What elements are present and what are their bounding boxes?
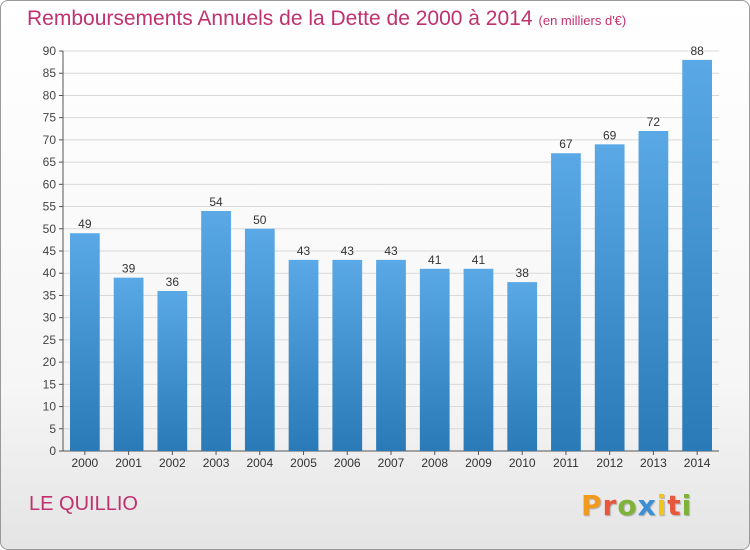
y-tick-label: 15: [43, 377, 57, 391]
bar-2000: [69, 233, 100, 451]
x-tick-label: 2003: [203, 456, 230, 470]
y-tick-label: 5: [49, 422, 56, 436]
data-label: 38: [516, 266, 530, 280]
x-tick-label: 2008: [421, 456, 448, 470]
bar-2011: [551, 153, 581, 451]
y-tick-label: 45: [43, 244, 57, 258]
bar-2001: [113, 277, 144, 451]
bar-2003: [201, 211, 231, 451]
bar-2008: [419, 268, 450, 451]
x-tick-label: 2014: [684, 456, 711, 470]
data-label: 49: [78, 217, 92, 231]
logo-letter: t: [667, 489, 682, 522]
data-label: 69: [603, 128, 617, 142]
data-label: 41: [472, 253, 486, 267]
logo-letter: P: [581, 489, 603, 522]
y-tick-label: 25: [43, 333, 57, 347]
y-tick-label: 80: [43, 88, 57, 102]
x-tick-label: 2009: [465, 456, 492, 470]
logo-letter: i: [681, 489, 693, 522]
x-tick-label: 2012: [596, 456, 623, 470]
bar-2004: [244, 228, 275, 451]
data-label: 43: [341, 244, 355, 258]
logo-letter: r: [602, 489, 618, 522]
data-label: 67: [559, 137, 573, 151]
y-tick-label: 55: [43, 200, 57, 214]
x-tick-label: 2013: [640, 456, 667, 470]
data-label: 41: [428, 253, 442, 267]
data-label: 54: [209, 195, 223, 209]
x-tick-label: 2001: [115, 456, 142, 470]
bar-2010: [507, 282, 538, 451]
data-label: 36: [166, 275, 180, 289]
x-tick-label: 2000: [72, 456, 99, 470]
chart-title: Remboursements Annuels de la Dette de 20…: [27, 7, 626, 31]
bars: [69, 59, 713, 452]
logo-letter: i: [656, 489, 668, 522]
bar-2009: [463, 268, 494, 451]
y-tick-label: 10: [43, 400, 57, 414]
y-tick-label: 35: [43, 288, 57, 302]
bar-2014: [682, 59, 713, 452]
y-tick-label: 20: [43, 355, 57, 369]
y-tick-label: 40: [43, 266, 57, 280]
y-tick-label: 90: [43, 44, 57, 58]
x-tick-label: 2011: [553, 456, 579, 470]
labels: 49 2000 39 2001 36 2002 54 2003 50 2004 43 2005 43 20…: [72, 44, 711, 470]
logo-letter: x: [637, 489, 657, 522]
x-tick-label: 2004: [246, 456, 273, 470]
x-tick-label: 2002: [159, 456, 186, 470]
chart-unit-label: (en milliers d'€): [538, 13, 627, 28]
data-label: 43: [297, 244, 311, 258]
y-tick-label: 50: [43, 222, 57, 236]
y-tick-label: 60: [43, 177, 57, 191]
bar-2007: [376, 259, 406, 451]
y-tick-label: 85: [43, 66, 57, 80]
proxiti-logo[interactable]: Proxiti: [581, 489, 692, 522]
y-tick-label: 65: [43, 155, 57, 169]
x-tick-label: 2010: [509, 456, 536, 470]
bar-2002: [157, 291, 188, 451]
data-label: 50: [253, 213, 267, 227]
chart-title-text: Remboursements Annuels de la Dette de 20…: [27, 7, 533, 30]
logo-letter: o: [617, 489, 638, 522]
bar-2006: [332, 259, 363, 451]
data-label: 72: [647, 115, 661, 129]
data-label: 43: [384, 244, 398, 258]
bar-2012: [594, 144, 625, 452]
bar-2013: [638, 131, 669, 451]
x-tick-label: 2007: [378, 456, 405, 470]
data-label: 88: [690, 44, 704, 58]
bar-2005: [288, 259, 319, 451]
data-label: 39: [122, 262, 136, 276]
x-tick-label: 2006: [334, 456, 361, 470]
y-tick-label: 70: [43, 133, 57, 147]
y-tick-label: 30: [43, 311, 57, 325]
y-tick-label: 75: [43, 111, 57, 125]
city-name: LE QUILLIO: [29, 493, 138, 515]
y-tick-label: 0: [49, 444, 56, 458]
x-tick-label: 2005: [290, 456, 317, 470]
